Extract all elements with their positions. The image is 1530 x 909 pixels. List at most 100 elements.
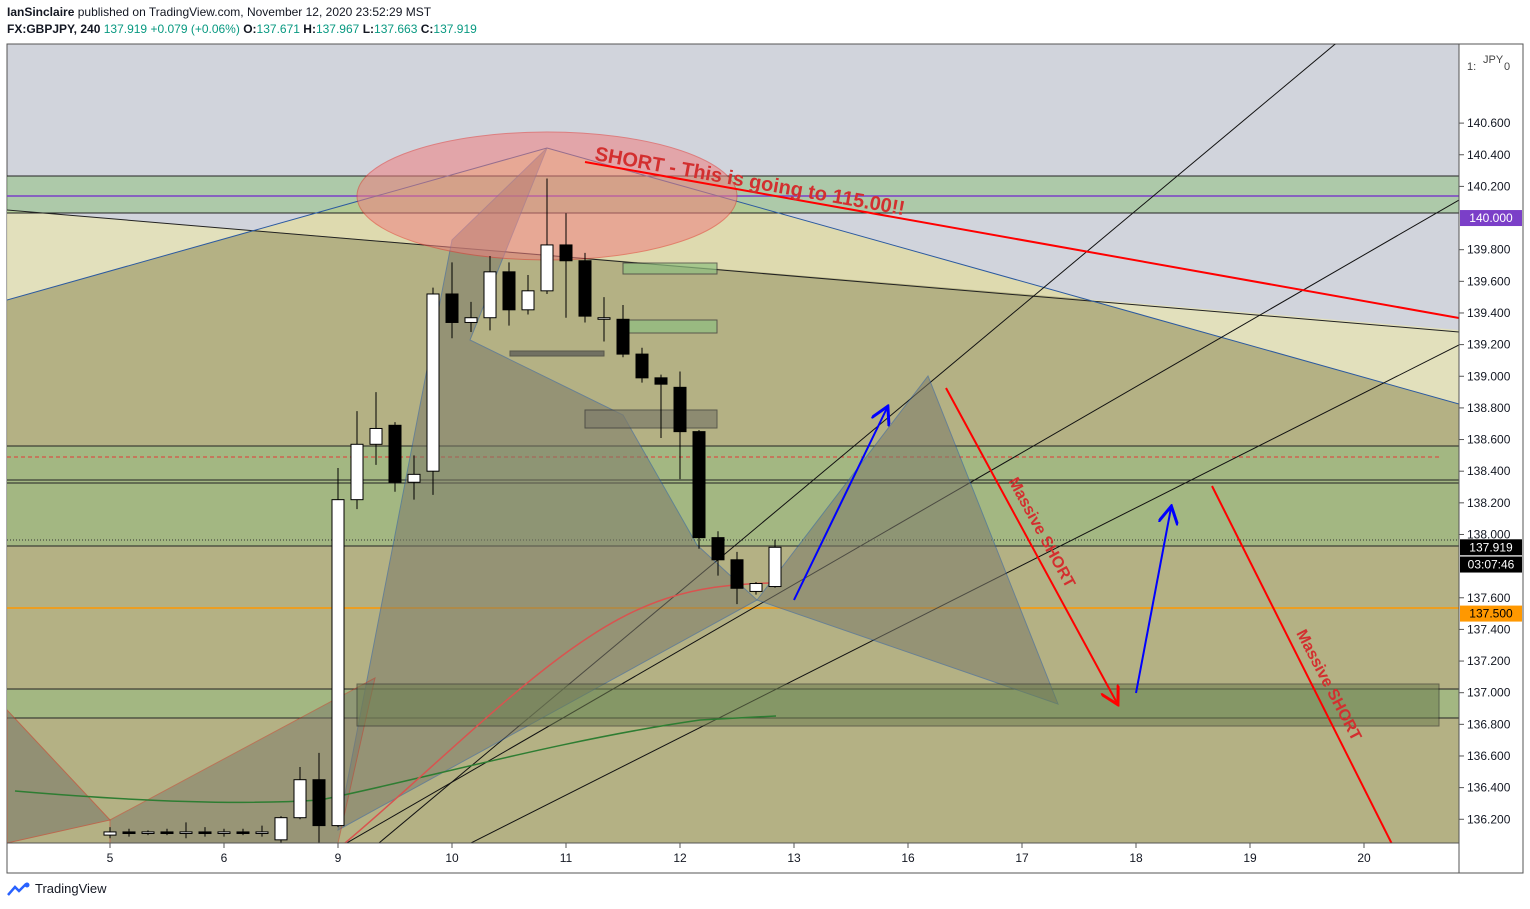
open-value: 137.671 — [256, 22, 300, 36]
candle-up[interactable] — [255, 831, 269, 835]
candles-group[interactable] — [103, 178, 782, 843]
y-tick-label: 136.600 — [1467, 749, 1511, 763]
candle-down[interactable] — [711, 537, 725, 561]
x-tick-label: 5 — [107, 851, 114, 865]
candle-up[interactable] — [464, 317, 478, 323]
candle-up[interactable] — [426, 293, 440, 472]
y-tick-label: 139.200 — [1467, 338, 1511, 352]
price-label-text: 137.500 — [1469, 607, 1513, 621]
open-label: O: — [243, 22, 257, 36]
candle-up[interactable] — [179, 831, 193, 835]
candle-down[interactable] — [673, 386, 687, 433]
short-trendline[interactable] — [584, 161, 1459, 319]
price-label-bg — [1460, 210, 1522, 227]
ma-green — [14, 715, 777, 804]
price-labels: 140.000 137.919 03:07:46 137.500 — [1460, 210, 1522, 622]
candle-down[interactable] — [388, 424, 402, 483]
y-tick-label: 139.000 — [1467, 369, 1511, 383]
candle-up[interactable] — [521, 290, 535, 311]
candle-down[interactable] — [198, 831, 212, 835]
y-tick-label: 138.200 — [1467, 496, 1511, 510]
x-tick-label: 16 — [901, 851, 915, 865]
candle-up[interactable] — [540, 244, 554, 292]
candle-up[interactable] — [103, 831, 117, 836]
low-label: L: — [362, 22, 375, 36]
candle-down[interactable] — [654, 377, 668, 385]
ohlc-legend: FX:GBPJPY, 240 137.919 +0.079 (+0.06%) O… — [7, 22, 477, 36]
candle-down[interactable] — [502, 271, 516, 311]
price-label-text: 137.919 — [1469, 540, 1513, 554]
candle-up[interactable] — [369, 427, 383, 445]
y-tick-label: 136.200 — [1467, 812, 1511, 826]
symbol-label[interactable]: FX:GBPJPY, 240 — [7, 22, 101, 36]
candle-down[interactable] — [312, 779, 326, 827]
massive-short-arrow-1[interactable] — [945, 387, 1117, 703]
y-tick-label: 137.600 — [1467, 591, 1511, 605]
candle-down[interactable] — [236, 831, 250, 835]
low-value: 137.663 — [374, 22, 418, 36]
y-tick-label: 138.800 — [1467, 401, 1511, 415]
candle-down[interactable] — [635, 353, 649, 379]
y-tick-label: 139.400 — [1467, 306, 1511, 320]
y-tick-label: 136.400 — [1467, 781, 1511, 795]
mid-zone — [7, 446, 1459, 546]
x-tick-label: 20 — [1357, 851, 1371, 865]
tradingview-logo-icon — [7, 882, 30, 896]
x-tick-label: 6 — [221, 851, 228, 865]
price-change: +0.079 (+0.06%) — [150, 22, 240, 36]
blue-arrow-2[interactable] — [1135, 508, 1171, 694]
y-tick-label: 138.400 — [1467, 464, 1511, 478]
candle-up[interactable] — [331, 499, 345, 827]
y-tick-label: 137.200 — [1467, 654, 1511, 668]
candle-down[interactable] — [616, 318, 630, 355]
massive-short-arrow-2[interactable] — [1211, 485, 1400, 860]
close-label: C: — [420, 22, 434, 36]
candle-down[interactable] — [160, 831, 174, 835]
candle-down[interactable] — [730, 559, 744, 589]
candle-down[interactable] — [692, 431, 706, 539]
y-tick-label: 139.800 — [1467, 243, 1511, 257]
candle-up[interactable] — [483, 271, 497, 319]
currency-label: JPY — [1483, 54, 1504, 66]
x-tick-label: 13 — [787, 851, 801, 865]
x-tick-label: 18 — [1129, 851, 1143, 865]
price-label-text: 03:07:46 — [1468, 558, 1515, 572]
x-tick-label: 10 — [445, 851, 459, 865]
candle-up[interactable] — [293, 779, 307, 819]
demand-zone-box[interactable] — [356, 683, 1440, 727]
x-tick-label: 9 — [335, 851, 342, 865]
candle-up[interactable] — [350, 443, 364, 501]
price-axis[interactable] — [1458, 43, 1524, 874]
candle-down[interactable] — [578, 260, 592, 317]
publish-info: IanSinclaire published on TradingView.co… — [7, 5, 431, 19]
author-name[interactable]: IanSinclaire — [7, 5, 75, 19]
high-label: H: — [303, 22, 316, 36]
y-ticks: 140.600 140.400 140.200 139.800 139.600 139.4… — [1459, 116, 1511, 826]
y-tick-label: 140.200 — [1467, 179, 1511, 193]
y-tick-label: 137.000 — [1467, 686, 1511, 700]
candle-up[interactable] — [749, 583, 763, 592]
candle-down[interactable] — [122, 831, 136, 835]
y-tick-label: 138.600 — [1467, 433, 1511, 447]
candle-up[interactable] — [141, 831, 155, 835]
time-axis[interactable] — [6, 842, 1460, 874]
candle-down[interactable] — [445, 293, 459, 323]
footer-brand[interactable]: TradingView — [7, 881, 107, 896]
scale-top-right: 0 — [1504, 61, 1510, 73]
candle-up[interactable] — [597, 317, 611, 320]
high-value: 137.967 — [315, 22, 360, 36]
candle-down[interactable] — [559, 244, 573, 262]
upper-trendline[interactable] — [7, 209, 1459, 333]
y-tick-label: 138.000 — [1467, 527, 1511, 541]
candle-up[interactable] — [407, 473, 421, 483]
y-tick-label: 136.800 — [1467, 717, 1511, 731]
ascending-line-1[interactable] — [300, 40, 1340, 909]
candle-up[interactable] — [768, 546, 782, 588]
blue-arrow-1[interactable] — [793, 408, 887, 601]
candle-up[interactable] — [274, 817, 288, 841]
x-tick-label: 11 — [560, 851, 573, 865]
projected-pattern[interactable] — [756, 374, 1059, 705]
candle-up[interactable] — [217, 831, 231, 835]
footer-brand-text: TradingView — [35, 881, 107, 896]
